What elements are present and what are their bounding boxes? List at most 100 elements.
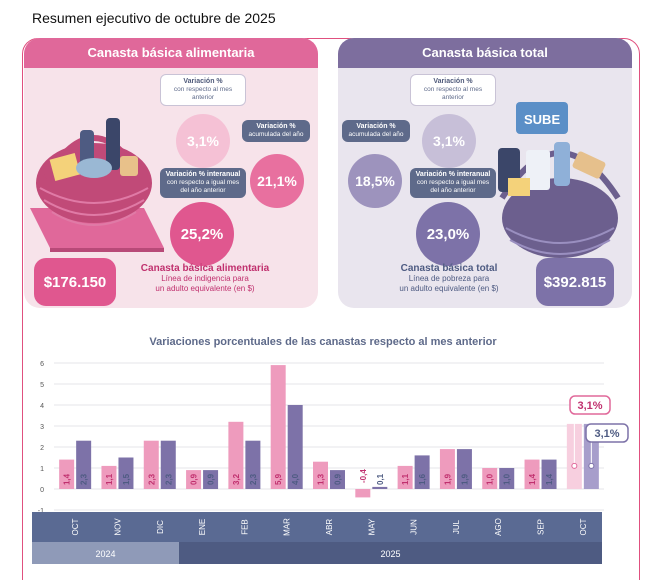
cbt-price-desc2: un adulto equivalente (en $)	[399, 284, 499, 293]
x-tick-label: SEP	[537, 519, 546, 535]
bar-cba-dic	[143, 440, 159, 489]
x-tick-label: AGO	[494, 518, 503, 536]
bar-cba-jul	[439, 449, 455, 489]
bar-cbt-nov	[118, 457, 134, 489]
data-label: 2,3	[249, 473, 258, 485]
data-label: 1,6	[418, 473, 427, 485]
cba-panel: Canasta básica alimentaria Variación % co…	[24, 38, 318, 308]
bar-cbt-jun	[414, 455, 430, 489]
data-label: 2,3	[147, 473, 156, 485]
year-band-2025	[178, 542, 602, 564]
data-label: 2,3	[80, 473, 89, 485]
year-band-2024	[32, 542, 179, 564]
bar-cbt-sep	[541, 459, 557, 489]
data-label: 1,1	[401, 473, 410, 485]
cbt-basket-illustration: SUBE	[498, 102, 621, 258]
bar-cbt-feb	[245, 440, 261, 489]
x-tick-label: MAY	[367, 518, 376, 535]
data-label: 5,9	[274, 473, 283, 485]
cbt-monthly-value: 3,1%	[422, 114, 476, 168]
cbt-header: Canasta básica total	[338, 38, 632, 68]
cba-price: $176.150	[34, 258, 116, 306]
data-label: 1,0	[486, 473, 495, 485]
data-label: 1,9	[443, 473, 452, 485]
report-frame	[22, 38, 640, 580]
bar-cbt-abr	[330, 470, 345, 489]
callout-dot	[588, 462, 595, 469]
cba-ytd-value: 21,1%	[250, 154, 304, 208]
data-label: 0,9	[207, 473, 216, 485]
data-label: 0,9	[334, 473, 343, 485]
bar-cbt-dic	[160, 440, 176, 489]
data-label: 1,1	[105, 473, 114, 485]
data-label: 1,4	[63, 473, 72, 485]
x-tick-label: OCT	[579, 518, 588, 535]
bar-cba-ene	[186, 470, 202, 489]
y-tick-label: -1	[38, 508, 44, 515]
x-tick-label: MAR	[283, 518, 292, 536]
bar-cbt-oct	[76, 440, 92, 489]
data-label: 1,4	[528, 473, 537, 485]
bar-cba-nov	[101, 465, 117, 489]
bar-cba-mar	[270, 365, 286, 489]
bar-cba-feb	[228, 421, 244, 489]
data-label: -0,4	[359, 469, 368, 483]
cbt-price: $392.815	[536, 258, 614, 306]
data-label: 1,5	[122, 473, 131, 485]
data-label: 1,4	[545, 473, 554, 485]
cbt-price-title: Canasta básica total	[400, 263, 498, 274]
bar-cba-oct	[59, 459, 75, 489]
bar-cbt-jul	[456, 449, 472, 489]
cba-yoy-label: Variación % interanual con respecto a igu…	[160, 168, 246, 198]
cba-basket-illustration	[30, 118, 164, 252]
cba-monthly-value: 3,1%	[176, 114, 230, 168]
data-label: 0,1	[376, 473, 385, 485]
data-label: 4,0	[291, 473, 300, 485]
cba-price-desc2: un adulto equivalente (en $)	[155, 284, 255, 293]
x-tick-label: NOV	[113, 518, 122, 536]
cbt-card-text: SUBE	[524, 112, 560, 127]
cbt-price-caption: Canasta básica total Línea de pobreza pa…	[364, 264, 534, 294]
cba-monthly-label: Variación % con respecto al mes anterior	[160, 74, 246, 106]
x-tick-label: ABR	[325, 519, 334, 536]
data-label: 1,0	[503, 473, 512, 485]
bar-cbt-may	[372, 486, 388, 489]
cba-header: Canasta básica alimentaria	[24, 38, 318, 68]
x-tick-label: DIC	[156, 520, 165, 534]
x-tick-label: FEB	[240, 519, 249, 535]
callout-label: 3,1%	[594, 428, 619, 440]
callout-dot	[571, 462, 578, 469]
chart-title: Variaciones porcentuales de las canastas…	[149, 336, 497, 348]
y-tick-label: 6	[40, 361, 44, 368]
y-tick-label: 3	[40, 424, 44, 431]
x-tick-label: JUN	[410, 519, 419, 535]
page-title: Resumen ejecutivo de octubre de 2025	[32, 10, 276, 26]
data-label: 1,3	[317, 473, 326, 485]
data-label: 3,2	[232, 473, 241, 485]
data-label: 0,9	[190, 473, 199, 485]
cba-price-desc1: Línea de indigencia para	[161, 274, 249, 283]
bar-cbt-ene	[203, 470, 219, 489]
y-tick-label: 1	[40, 466, 44, 473]
month-axis-band	[32, 512, 602, 542]
cbt-ytd-value: 18,5%	[348, 154, 402, 208]
bar-cbt-mar	[287, 405, 303, 489]
cbt-yoy-value: 23,0%	[416, 202, 480, 266]
y-tick-label: 5	[40, 382, 44, 389]
cbt-monthly-label: Variación % con respecto al mes anterior	[410, 74, 496, 106]
x-tick-label: ENE	[198, 519, 207, 535]
data-label: 2,3	[164, 473, 173, 485]
bar-cba-may	[355, 489, 371, 498]
cbt-yoy-label: Variación % interanual con respecto a igu…	[410, 168, 496, 198]
x-tick-label: JUL	[452, 519, 461, 534]
cba-price-title: Canasta básica alimentaria	[140, 263, 270, 274]
data-label: 1,9	[460, 473, 469, 485]
cbt-price-desc1: Línea de pobreza para	[408, 274, 490, 283]
bar-cbt-ago	[499, 468, 515, 489]
x-tick-label: OCT	[71, 518, 80, 535]
cba-price-caption: Canasta básica alimentaria Línea de indi…	[120, 264, 290, 294]
bar-cba-abr	[313, 461, 328, 489]
cbt-ytd-label: Variación % acumulada del año	[342, 120, 410, 142]
cba-yoy-value: 25,2%	[170, 202, 234, 266]
